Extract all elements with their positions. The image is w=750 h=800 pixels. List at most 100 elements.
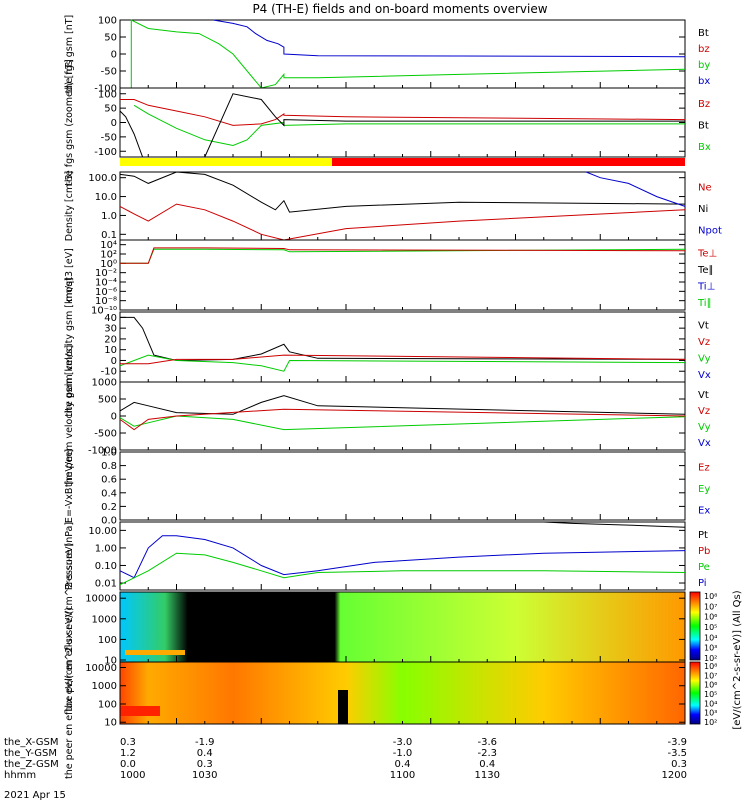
ephem-value: -3.0 — [393, 737, 413, 748]
colorbar-tick: 10⁵ — [704, 690, 717, 699]
ephem-value: 0.0 — [120, 759, 136, 770]
ephem-value: 0.3 — [120, 737, 136, 748]
y-tick-label: 50 — [104, 33, 117, 44]
y-tick-label: 10 — [104, 656, 117, 667]
electron-low-energy-band — [120, 706, 160, 716]
legend-Ex: Ex — [698, 505, 710, 516]
ephem-label: the_X-GSM — [4, 737, 58, 748]
colorbar-label: [eV/(cm^2-s-sr-eV)] (All Qs) — [732, 590, 743, 729]
y-tick-label: 10⁻⁴ — [95, 278, 117, 289]
y-tick-label: 0.8 — [101, 461, 117, 472]
legend-Vy: Vy — [698, 422, 711, 433]
series-line-Pt — [543, 521, 686, 528]
y-axis-label: the fgs gsm [nT] — [64, 15, 75, 93]
y-tick-label: 0.10 — [95, 561, 117, 572]
panel-frame-2 — [119, 171, 686, 241]
y-tick-label: 500 — [98, 395, 117, 406]
y-tick-label: 0.0 — [101, 516, 117, 527]
ephem-value: 0.3 — [671, 759, 687, 770]
legend-Vy: Vy — [698, 353, 711, 364]
legend-Vt: Vt — [698, 320, 709, 331]
colorbar-tick: 10⁶ — [704, 613, 717, 622]
series-line-Vz — [119, 408, 686, 431]
y-tick-label: 10⁴ — [100, 240, 117, 251]
legend-bz: bz — [698, 44, 710, 55]
y-tick-label: -100 — [94, 84, 117, 95]
y-axis-label: Density [cm-3] — [64, 171, 75, 242]
ephem-value: 0.3 — [197, 759, 213, 770]
series-line-Vt — [119, 395, 686, 415]
ephem-value: -3.5 — [667, 748, 687, 759]
legend-Vz: Vz — [698, 406, 710, 417]
colorbar-tick: 10³ — [704, 644, 717, 653]
y-tick-label: 0 — [111, 50, 117, 61]
legend-Vx: Vx — [698, 370, 711, 381]
spectrogram-panel-8 — [120, 592, 685, 662]
legend-Bt: Bt — [698, 28, 709, 39]
y-tick-label: 20 — [104, 334, 117, 345]
colorbar-electron — [689, 661, 701, 725]
y-tick-label: 0.01 — [95, 579, 117, 590]
series-line-Te⊥ — [120, 247, 686, 264]
y-tick-label: 30 — [104, 324, 117, 335]
ephem-value: -3.6 — [477, 737, 497, 748]
ephem-value: 1.2 — [120, 748, 136, 759]
colorbar-ion — [689, 591, 701, 661]
ion-low-energy-band — [125, 650, 185, 655]
y-tick-label: 40 — [104, 313, 117, 324]
y-tick-label: 100 — [98, 89, 117, 100]
legend-Te⊥: Te⊥ — [697, 248, 717, 259]
legend-Bt: Bt — [698, 121, 709, 132]
series-line-bz — [120, 99, 686, 126]
date-label: 2021 Apr 15 — [4, 790, 66, 800]
y-tick-label: -500 — [94, 429, 117, 440]
y-tick-label: 10 — [104, 345, 117, 356]
y-tick-label: 0 — [111, 118, 117, 129]
colorbar-tick: 10² — [704, 654, 717, 663]
series-line-Vy — [119, 354, 686, 372]
y-tick-label: -100 — [94, 147, 117, 158]
legend-Ne: Ne — [698, 183, 712, 194]
legend-Bz: Bz — [698, 99, 710, 110]
ephem-label: the_Z-GSM — [4, 759, 59, 770]
ephem-label: the_Y-GSM — [4, 748, 57, 759]
y-tick-label: 10⁰ — [100, 259, 117, 270]
colorbar-tick: 10⁷ — [704, 602, 717, 611]
ephem-value: 1000 — [120, 770, 145, 781]
y-tick-label: 0.1 — [101, 230, 117, 241]
ephem-value: -3.9 — [667, 737, 687, 748]
colorbar-tick: 10⁸ — [704, 662, 717, 671]
legend-Pt: Pt — [698, 530, 708, 541]
y-tick-label: 100.0 — [88, 173, 117, 184]
y-tick-label: 1.0 — [101, 448, 117, 459]
ephem-value: 1200 — [662, 770, 687, 781]
series-line-Ni — [119, 171, 686, 213]
y-tick-label: 100 — [98, 699, 117, 710]
colorbar-tick: 10⁴ — [704, 699, 717, 708]
y-tick-label: 10000 — [85, 663, 117, 674]
series-line-Ne — [119, 203, 686, 241]
y-axis-label: the peir en eflux eV/(cm^2-s-sr-eV) — [64, 543, 75, 712]
panel-frame-6 — [119, 451, 686, 521]
legend-Ti∥: Ti∥ — [697, 298, 712, 309]
legend-Npot: Npot — [698, 225, 722, 236]
y-axis-label: the peer en eflux eV/(cm^2-s-sr-eV) — [64, 607, 75, 779]
legend-Ni: Ni — [698, 204, 708, 215]
y-axis-label: the peim velocity gsm [km/s] — [64, 277, 75, 416]
colorbar-tick: 10⁶ — [704, 681, 717, 690]
ephemeris-bar-yellow — [120, 158, 332, 166]
legend-Vt: Vt — [698, 390, 709, 401]
legend-Ti⊥: Ti⊥ — [697, 281, 715, 292]
legend-Pe: Pe — [698, 562, 710, 573]
y-tick-label: 100 — [98, 16, 117, 27]
legend-bx: bx — [698, 76, 710, 87]
y-axis-label: E=-VxB [mV/m] — [64, 449, 75, 523]
y-tick-label: 1.0 — [101, 211, 117, 222]
y-tick-label: 10⁻¹⁰ — [91, 306, 117, 317]
ephem-value: 0.4 — [197, 748, 213, 759]
y-tick-label: 0 — [111, 412, 117, 423]
legend-Ey: Ey — [698, 484, 710, 495]
series-line-Pe — [119, 552, 686, 586]
panel-frame-4 — [119, 311, 686, 383]
